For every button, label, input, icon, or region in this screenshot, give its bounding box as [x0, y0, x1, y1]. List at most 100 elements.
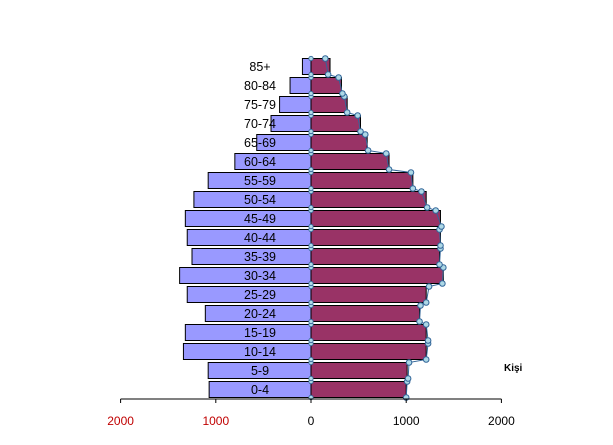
marker-65-69-top [361, 131, 369, 138]
bar-right-35-39 [310, 248, 441, 265]
bar-right-65-69 [310, 134, 368, 151]
bar-right-80-84 [310, 77, 342, 94]
age-label-85plus: 85+ [249, 60, 270, 74]
axis-marker-80-84-bottom [308, 90, 314, 97]
bar-right-15-19 [310, 324, 427, 341]
x-tick-label-1: 1000 [202, 414, 229, 428]
bar-left-75-79 [279, 96, 312, 113]
age-label-20-24: 20-24 [244, 307, 276, 321]
bar-right-50-54 [310, 191, 427, 208]
axis-marker-75-79-bottom [308, 109, 314, 116]
age-label-75-79: 75-79 [244, 98, 276, 112]
bar-right-20-24 [310, 305, 421, 322]
marker-45-49-top [432, 207, 440, 214]
unit-label: Kişi [504, 363, 523, 374]
marker-40-44-bottom [437, 242, 444, 249]
x-axis-ticks-group: 2000 1000 0 1000 2000 [107, 399, 515, 428]
axis-marker-60-64-bottom [308, 166, 314, 173]
axis-marker-40-44-bottom [308, 242, 314, 249]
age-label-65-69: 65-69 [244, 136, 276, 150]
marker-60-64-bottom [385, 166, 393, 173]
bar-right-30-34 [310, 267, 444, 284]
marker-80-84-top [335, 74, 342, 81]
axis-marker-50-54-bottom [308, 204, 314, 211]
axis-marker-15-19-bottom [308, 337, 314, 344]
age-label-70-74: 70-74 [244, 117, 276, 131]
bar-right-85plus [310, 58, 331, 75]
marker-20-24-bottom [416, 318, 423, 325]
bar-right-40-44 [310, 229, 441, 246]
axis-marker-5-9-bottom [308, 375, 314, 382]
bar-right-5-9 [310, 362, 408, 379]
age-label-60-64: 60-64 [244, 155, 276, 169]
bar-right-75-79 [310, 96, 348, 113]
bar-left-85plus [301, 58, 312, 75]
bar-right-45-49 [310, 210, 441, 227]
marker-50-54-bottom [423, 204, 431, 211]
age-label-40-44: 40-44 [244, 231, 276, 245]
marker-65-69-bottom [364, 147, 372, 154]
x-tick-label-3: 1000 [393, 414, 420, 428]
marker-60-64-top [382, 150, 390, 157]
bar-left-80-84 [289, 77, 312, 94]
age-label-80-84: 80-84 [244, 79, 276, 93]
marker-50-54-top [418, 188, 425, 195]
age-label-55-59: 55-59 [244, 174, 276, 188]
marker-85plus-top [321, 55, 329, 62]
x-tick-label-2: 0 [308, 414, 315, 428]
bar-right-55-59 [310, 172, 414, 189]
axis-marker-25-29-bottom [308, 299, 314, 306]
marker-55-59-top [407, 169, 415, 176]
marker-55-59-bottom [409, 185, 417, 192]
axis-marker-10-14-bottom [308, 356, 314, 363]
age-label-30-34: 30-34 [244, 269, 276, 283]
markers-group [308, 55, 447, 401]
bar-right-10-14 [310, 343, 427, 360]
marker-15-19-bottom [424, 337, 432, 344]
right-bars-group [310, 58, 444, 398]
age-label-45-49: 45-49 [244, 212, 276, 226]
marker-80-84-bottom [339, 90, 346, 97]
marker-25-29-bottom [422, 299, 430, 306]
age-label-15-19: 15-19 [244, 326, 276, 340]
bar-left-70-74 [270, 115, 312, 132]
left-bars-group [179, 58, 312, 398]
marker-15-19-top [422, 321, 430, 328]
marker-35-39-bottom [436, 261, 443, 268]
x-tick-label-4: 2000 [488, 414, 515, 428]
age-label-50-54: 50-54 [244, 193, 276, 207]
axis-marker-70-74-bottom [308, 128, 314, 135]
marker-70-74-bottom [357, 128, 364, 135]
age-label-10-14: 10-14 [244, 345, 276, 359]
axis-marker-30-34-bottom [308, 280, 314, 287]
bar-right-60-64 [310, 153, 390, 170]
axis-marker-35-39-bottom [308, 261, 314, 268]
marker-75-79-bottom [343, 109, 351, 116]
marker-85plus-bottom [324, 71, 332, 78]
axis-marker-20-24-bottom [308, 318, 314, 325]
axis-marker-55-59-bottom [308, 185, 314, 192]
marker-70-74-top [354, 112, 361, 119]
bar-right-25-29 [310, 286, 427, 303]
age-label-5-9: 5-9 [251, 364, 269, 378]
age-label-0-4: 0-4 [251, 383, 269, 397]
marker-25-29-top [425, 283, 433, 290]
marker-20-24-top [417, 302, 424, 309]
age-label-25-29: 25-29 [244, 288, 276, 302]
marker-45-49-bottom [438, 223, 445, 230]
axis-marker-85plus-bottom [308, 71, 314, 78]
marker-5-9-top [405, 359, 413, 366]
age-labels-group: 0-4 5-9 10-14 15-19 20-24 25-29 30-34 35-39 40-4… [244, 60, 276, 397]
bar-right-70-74 [310, 115, 362, 132]
marker-5-9-bottom [404, 375, 412, 382]
age-label-35-39: 35-39 [244, 250, 276, 264]
axis-marker-85plus-top [308, 55, 314, 62]
marker-30-34-bottom [439, 280, 446, 287]
axis-marker-65-69-bottom [308, 147, 314, 154]
axis-marker-45-49-bottom [308, 223, 314, 230]
bar-right-0-4 [310, 381, 407, 398]
x-tick-label-0: 2000 [107, 414, 134, 428]
marker-10-14-bottom [422, 356, 430, 363]
